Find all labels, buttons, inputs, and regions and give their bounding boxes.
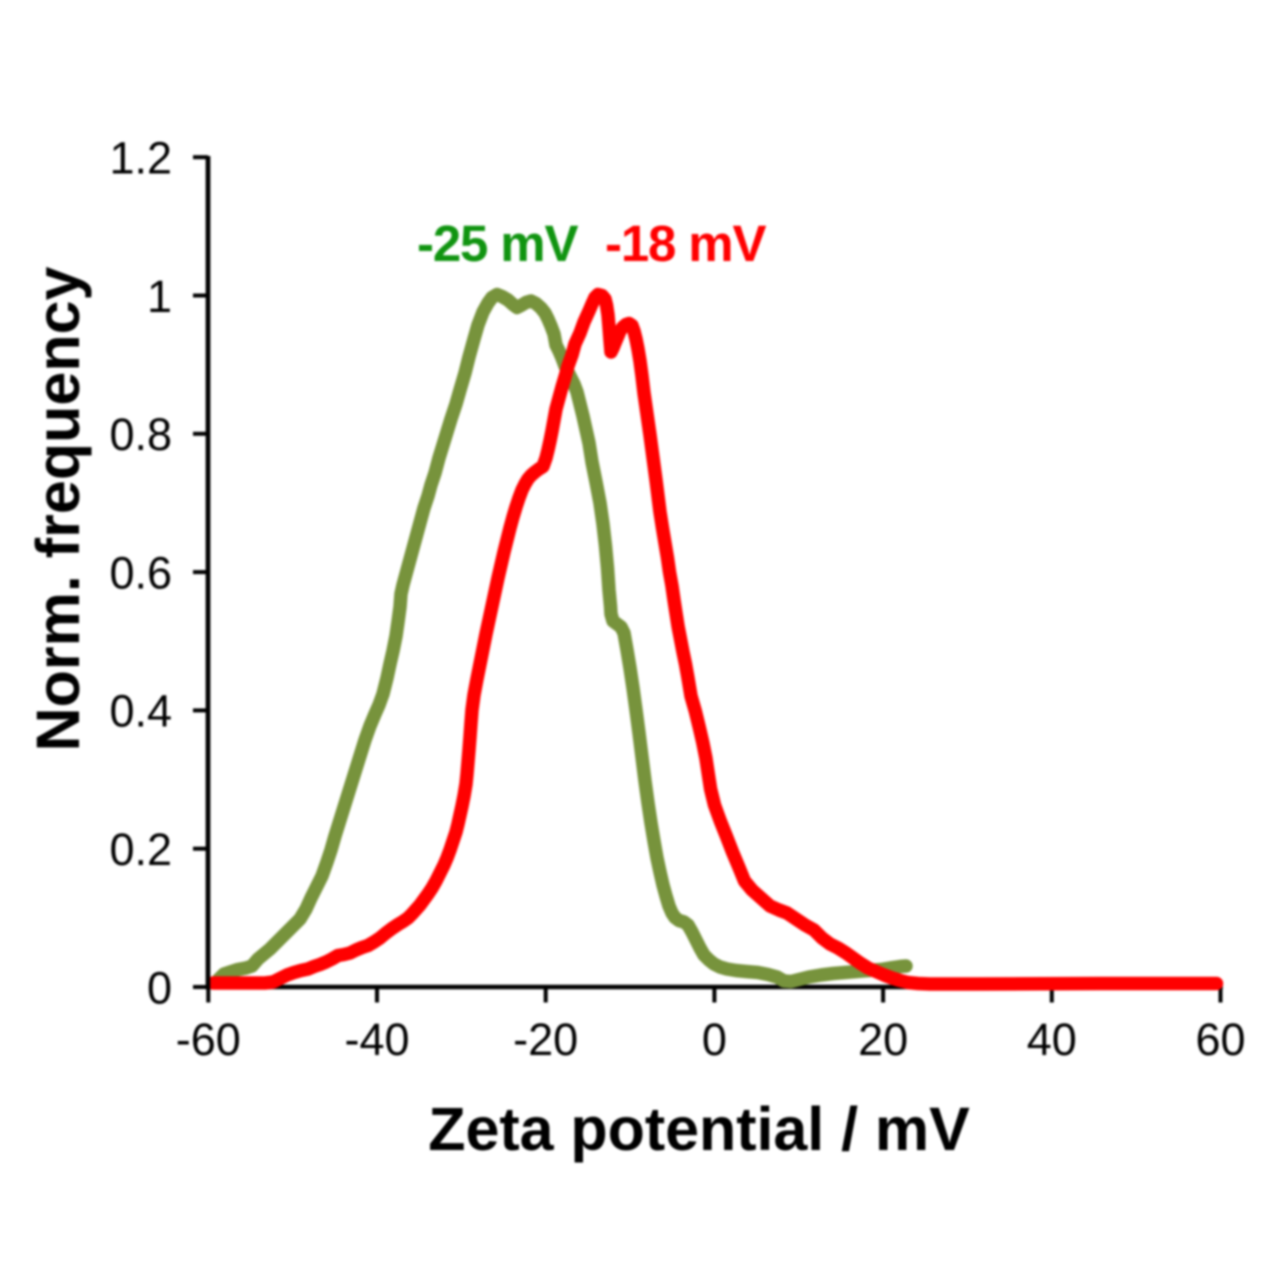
svg-text:60: 60 bbox=[1195, 1014, 1245, 1065]
svg-text:40: 40 bbox=[1027, 1014, 1077, 1065]
svg-text:0.4: 0.4 bbox=[109, 686, 172, 737]
svg-text:-20: -20 bbox=[513, 1014, 578, 1065]
svg-text:20: 20 bbox=[858, 1014, 908, 1065]
svg-text:Zeta potential / mV: Zeta potential / mV bbox=[428, 1095, 970, 1163]
svg-text:0: 0 bbox=[702, 1014, 727, 1065]
svg-text:0.6: 0.6 bbox=[109, 547, 172, 598]
svg-text:0: 0 bbox=[147, 962, 172, 1013]
svg-text:Norm. frequency: Norm. frequency bbox=[24, 266, 92, 751]
svg-text:-60: -60 bbox=[176, 1014, 241, 1065]
svg-text:-40: -40 bbox=[344, 1014, 409, 1065]
svg-text:1: 1 bbox=[147, 271, 172, 322]
svg-text:1.2: 1.2 bbox=[109, 133, 172, 184]
svg-text:0.8: 0.8 bbox=[109, 409, 172, 460]
svg-text:0.2: 0.2 bbox=[109, 824, 172, 875]
svg-text:-25 mV: -25 mV bbox=[417, 215, 579, 272]
svg-text:-18 mV: -18 mV bbox=[605, 215, 767, 272]
